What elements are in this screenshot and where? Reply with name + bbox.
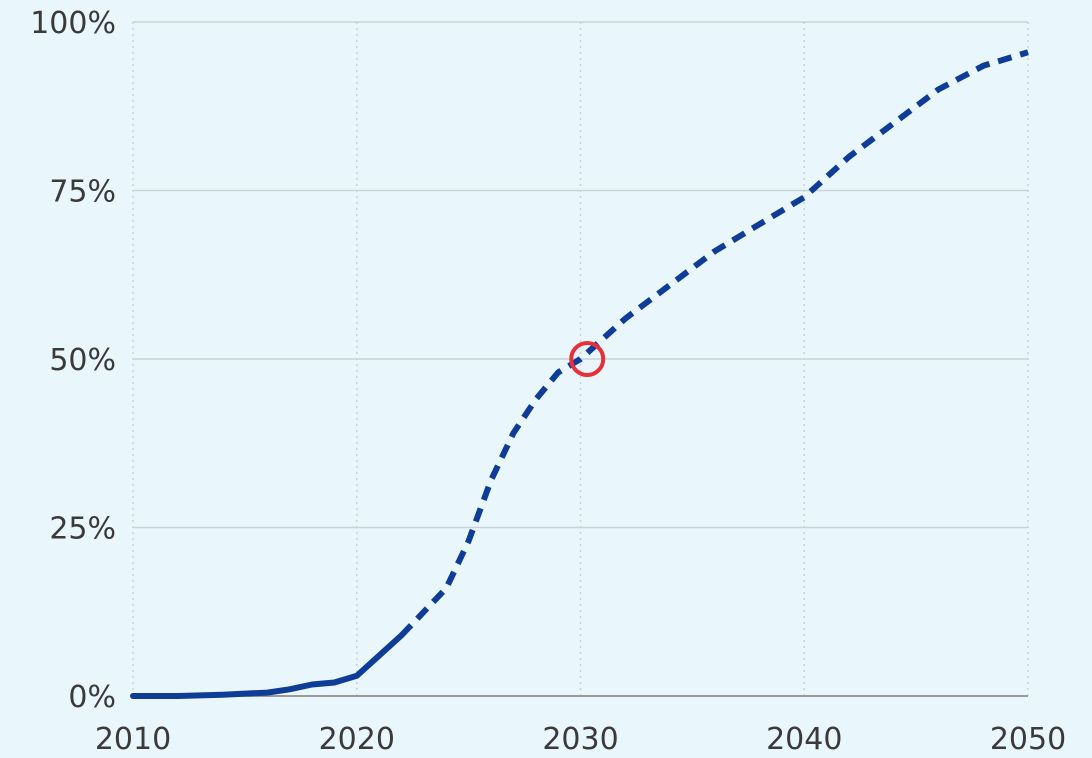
series-line-solid [130, 632, 405, 699]
highlight-circle-marker [569, 341, 606, 377]
y-tick-label: 0% [68, 680, 116, 715]
y-tick-label: 75% [49, 175, 116, 210]
x-tick-labels: 2010 2020 2030 2040 2050 [95, 722, 1066, 757]
y-tick-labels: 0% 25% 50% 75% 100% [30, 6, 116, 715]
x-tick-label: 2050 [990, 722, 1066, 753]
series-group [130, 49, 1029, 699]
y-tick-label: 25% [49, 512, 116, 547]
series-line-dashed [399, 49, 1029, 638]
x-tick-label: 2020 [319, 722, 395, 753]
annotations [569, 341, 606, 377]
x-tick-label: 2010 [95, 722, 171, 753]
y-tick-label: 100% [30, 6, 116, 41]
x-tick-label: 2030 [542, 722, 618, 753]
y-tick-label: 50% [49, 343, 116, 378]
x-tick-label: 2040 [766, 722, 842, 753]
